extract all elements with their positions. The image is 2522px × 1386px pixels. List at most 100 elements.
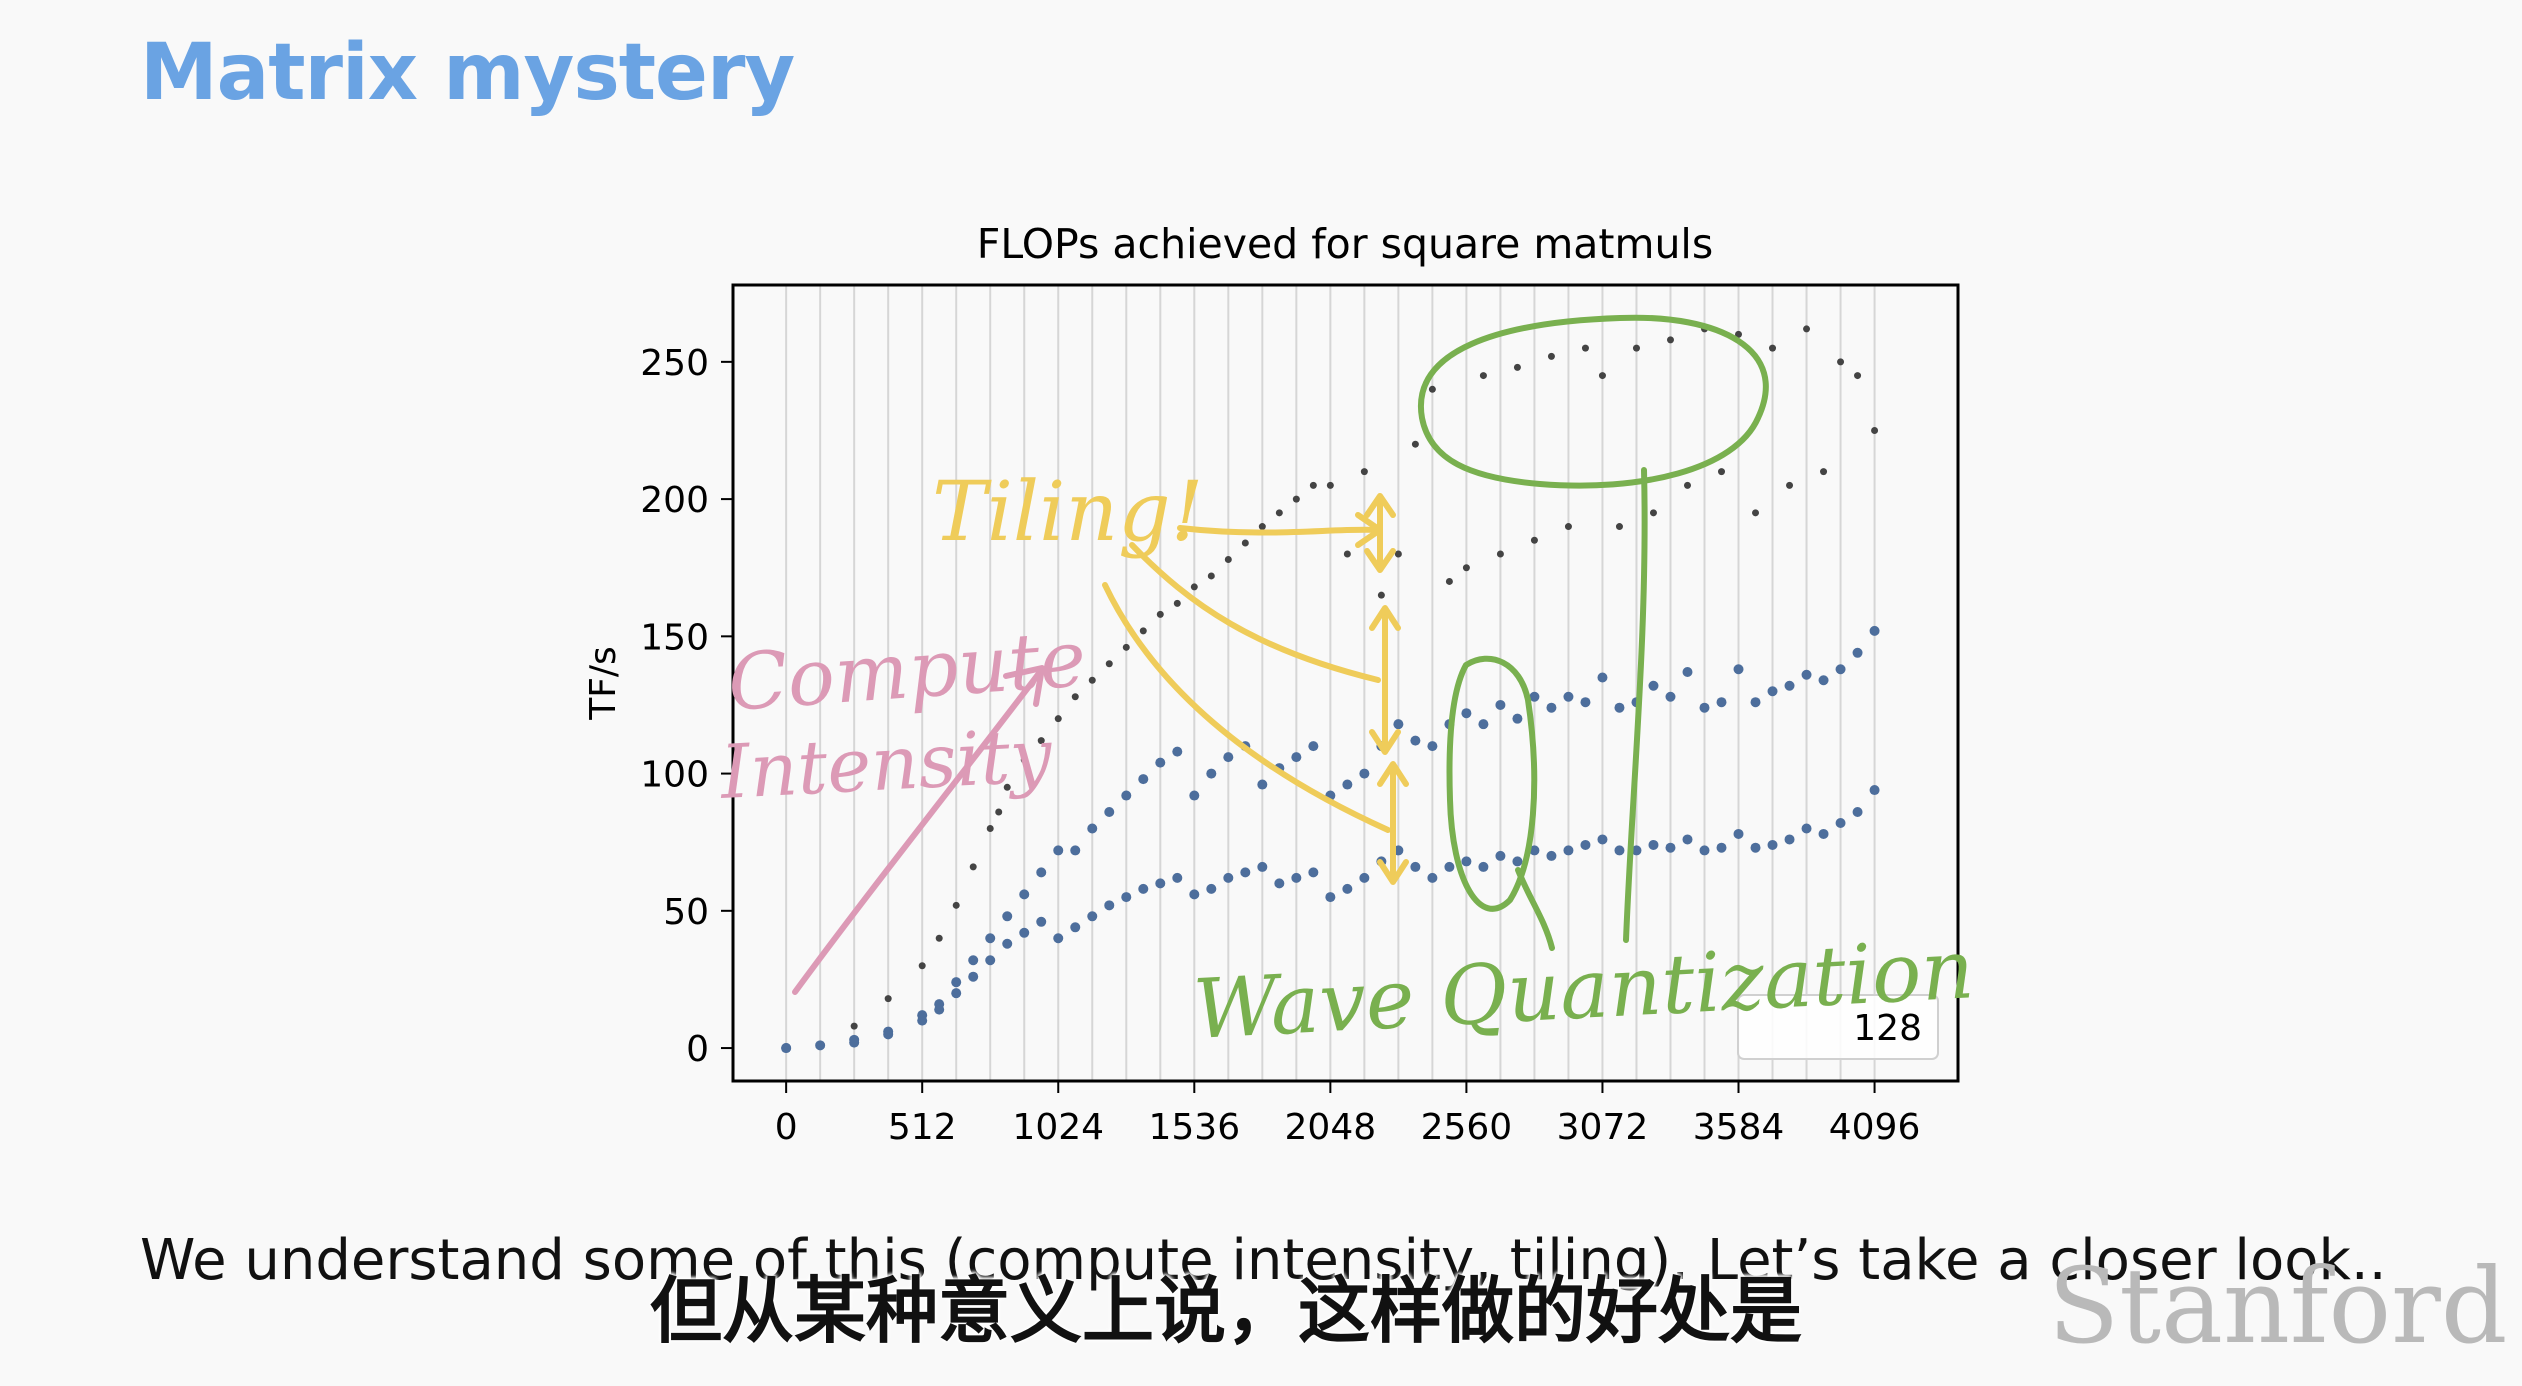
stanford-logo: Stanford <box>2048 1245 2508 1367</box>
data-point <box>1223 872 1234 883</box>
data-point <box>1495 699 1506 710</box>
data-point <box>1597 672 1608 683</box>
data-point <box>1427 741 1438 752</box>
data-point <box>1292 495 1300 503</box>
data-point <box>1002 938 1013 949</box>
data-point <box>1155 878 1166 889</box>
video-subtitle: 但从某种意义上说，这样做的好处是 <box>650 1269 1803 1353</box>
data-point <box>850 1022 858 1030</box>
data-point <box>934 1004 945 1015</box>
data-point <box>1003 783 1011 791</box>
data-point <box>917 1015 928 1026</box>
data-point <box>1257 779 1268 790</box>
y-tick-label: 200 <box>640 480 709 521</box>
data-point <box>1563 845 1574 856</box>
data-point <box>1156 610 1164 618</box>
data-point <box>1360 468 1368 476</box>
data-point <box>1428 385 1436 393</box>
slide-title: Matrix mystery <box>140 28 795 118</box>
data-point <box>1189 889 1200 900</box>
data-point <box>1054 715 1062 723</box>
x-tick-label: 1536 <box>1148 1107 1240 1148</box>
data-point <box>1750 842 1761 853</box>
data-point <box>1087 823 1098 834</box>
data-point <box>1019 927 1030 938</box>
data-point <box>1871 426 1879 434</box>
data-point <box>1173 599 1181 607</box>
data-point <box>1818 675 1829 686</box>
compute-intensity-arrow <box>792 665 1045 995</box>
data-point <box>1070 922 1081 933</box>
data-point <box>1206 768 1217 779</box>
data-point <box>1767 686 1778 697</box>
data-point <box>1138 774 1149 785</box>
data-point <box>951 977 962 988</box>
data-point <box>1699 845 1710 856</box>
y-tick-label: 50 <box>663 892 709 933</box>
data-point <box>1410 861 1421 872</box>
data-point <box>1512 713 1523 724</box>
y-tick-label: 250 <box>640 343 709 384</box>
data-point <box>1274 878 1285 889</box>
data-point <box>1070 845 1081 856</box>
data-point <box>1733 828 1744 839</box>
data-point <box>951 988 962 999</box>
data-point <box>1546 850 1557 861</box>
data-point <box>1718 468 1726 476</box>
data-point <box>1835 664 1846 675</box>
data-point <box>1820 468 1828 476</box>
data-point <box>1597 834 1608 845</box>
legend-label: 128 <box>1853 1008 1922 1049</box>
data-point <box>1291 752 1302 763</box>
data-point <box>1801 669 1812 680</box>
x-tick-label: 512 <box>888 1107 957 1148</box>
x-tick-label: 2560 <box>1421 1107 1513 1148</box>
data-point <box>1784 834 1795 845</box>
data-point <box>1580 839 1591 850</box>
data-point <box>1104 807 1115 818</box>
data-point <box>1309 481 1317 489</box>
data-point <box>1393 719 1404 730</box>
data-point <box>918 962 926 970</box>
x-tick-label: 4096 <box>1829 1107 1921 1148</box>
data-point <box>1835 817 1846 828</box>
chart-ticks: 0 512 1024 1536 2048 2560 3072 3584 4096 0 50 100 15… <box>640 343 1920 1148</box>
data-point <box>969 863 977 871</box>
data-point <box>1462 564 1470 572</box>
data-point <box>1479 372 1487 380</box>
data-point <box>1461 856 1472 867</box>
y-tick-label: 150 <box>640 617 709 658</box>
data-point <box>1104 900 1115 911</box>
data-point <box>1530 536 1538 544</box>
data-point <box>1580 697 1591 708</box>
data-point <box>1563 691 1574 702</box>
x-tick-label: 2048 <box>1285 1107 1377 1148</box>
data-point <box>1037 737 1045 745</box>
data-point <box>1665 691 1676 702</box>
data-point <box>1308 741 1319 752</box>
x-tick-label: 0 <box>775 1107 798 1148</box>
data-point <box>1444 861 1455 872</box>
data-point <box>1053 933 1064 944</box>
data-point <box>1716 697 1727 708</box>
data-point <box>1869 785 1880 796</box>
data-point <box>1410 735 1421 746</box>
data-point <box>1445 577 1453 585</box>
x-tick-label: 3072 <box>1557 1107 1649 1148</box>
data-point <box>1343 550 1351 558</box>
intensity-label: Intensity <box>716 713 1055 816</box>
data-point <box>1461 708 1472 719</box>
data-point <box>1803 325 1811 333</box>
legend-box <box>1737 994 1939 1060</box>
data-point <box>1614 702 1625 713</box>
x-tick-label: 1024 <box>1012 1107 1104 1148</box>
data-point <box>1019 889 1030 900</box>
data-point <box>1105 660 1113 668</box>
data-point <box>1852 807 1863 818</box>
chart-title: FLOPs achieved for square matmuls <box>977 220 1713 268</box>
tiling-arrows <box>1102 493 1409 885</box>
data-point <box>1257 861 1268 872</box>
data-point <box>1769 344 1777 352</box>
flops-chart: 0 512 1024 1536 2048 2560 3072 3584 4096 0 50 100 15… <box>583 220 1976 1148</box>
data-point <box>1377 591 1385 599</box>
